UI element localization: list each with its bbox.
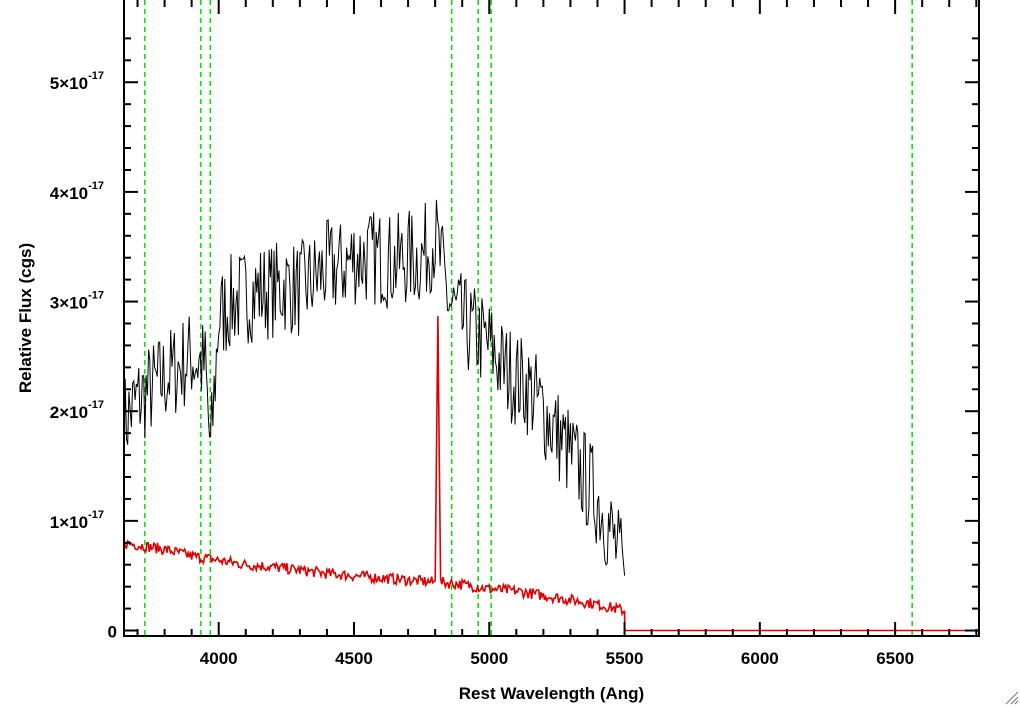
x-axis: 4000 4500 5000 5500 6000 6500 <box>136 0 978 668</box>
x-tick-label: 6500 <box>876 649 914 668</box>
x-tick-label: 5000 <box>470 649 508 668</box>
y-axis: 0 1×10-17 2×10-17 3×10-17 4×10-17 5×10-17 <box>50 37 979 642</box>
x-tick-label: 4500 <box>335 649 373 668</box>
x-tick-label: 6000 <box>741 649 779 668</box>
x-tick-label: 4000 <box>200 649 238 668</box>
resize-grip-icon[interactable] <box>1005 691 1019 705</box>
spectrum-series <box>123 199 979 632</box>
series-line <box>123 199 626 576</box>
y-axis-label: Relative Flux (cgs) <box>16 243 35 393</box>
plot-frame <box>123 0 980 637</box>
x-tick-label: 5500 <box>606 649 644 668</box>
emission-line-markers <box>144 0 913 636</box>
y-tick-label: 1×10-17 <box>50 509 104 532</box>
x-axis-label: Rest Wavelength (Ang) <box>459 684 644 703</box>
series-line <box>123 316 979 632</box>
y-tick-label: 3×10-17 <box>50 290 104 313</box>
y-tick-label: 2×10-17 <box>50 399 104 422</box>
y-tick-label: 4×10-17 <box>50 180 104 203</box>
y-tick-label: 5×10-17 <box>50 70 104 93</box>
y-tick-label: 0 <box>108 623 117 642</box>
